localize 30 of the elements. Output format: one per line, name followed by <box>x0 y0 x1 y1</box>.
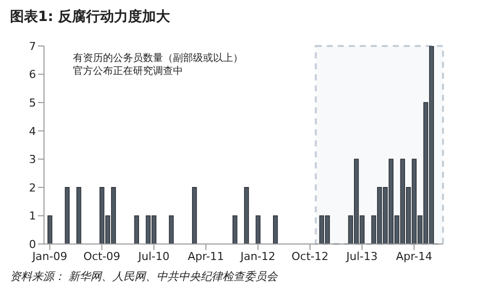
bar <box>76 187 82 244</box>
bar <box>168 215 174 244</box>
annotation: 官方公布正在研究调查中 <box>73 65 184 78</box>
bar <box>232 215 238 244</box>
x-tick-label: Oct-09 <box>83 250 120 263</box>
x-tick-label: Jan-09 <box>31 250 68 263</box>
y-tick-label: 1 <box>29 210 36 223</box>
x-tick-label: Apr-11 <box>188 250 224 263</box>
y-tick-label: 0 <box>29 238 36 251</box>
y-tick-label: 7 <box>29 40 36 53</box>
y-tick-label: 6 <box>29 68 36 82</box>
chart-title: 图表1: 反腐行动力度加大 <box>10 8 170 26</box>
x-tick-label: Jul-10 <box>137 250 170 263</box>
x-tick-label: Jan-12 <box>239 250 276 263</box>
y-tick-label: 4 <box>29 124 36 138</box>
x-tick-label: Jul-13 <box>345 250 378 263</box>
text: 资料来源： 新华网、人民网、中共中央纪律检查委员会 <box>10 269 278 284</box>
y-tick-label: 5 <box>29 96 36 110</box>
bar <box>64 187 70 244</box>
bar <box>192 187 197 244</box>
annotation: 有资历的公务员数量（副部级或以上） <box>73 52 243 65</box>
bar <box>244 187 249 244</box>
bar <box>273 215 278 244</box>
x-tick-label: Oct-12 <box>292 250 328 263</box>
y-tick-label: 2 <box>29 181 36 194</box>
bar <box>256 215 260 244</box>
bar <box>134 215 140 244</box>
bar <box>47 215 52 244</box>
x-tick-label: Apr-14 <box>396 250 432 263</box>
y-tick-label: 3 <box>29 153 36 166</box>
